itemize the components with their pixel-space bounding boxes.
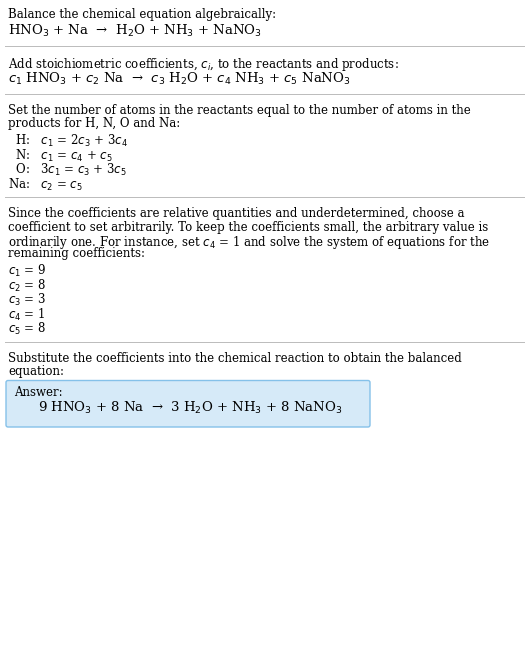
Text: $c_4$ = 1: $c_4$ = 1 [8,307,45,323]
Text: products for H, N, O and Na:: products for H, N, O and Na: [8,118,180,131]
Text: $c_5$ = 8: $c_5$ = 8 [8,321,46,337]
Text: $c_1$ = 9: $c_1$ = 9 [8,263,46,279]
Text: Substitute the coefficients into the chemical reaction to obtain the balanced: Substitute the coefficients into the che… [8,351,462,364]
Text: Set the number of atoms in the reactants equal to the number of atoms in the: Set the number of atoms in the reactants… [8,104,471,117]
Text: 9 HNO$_3$ + 8 Na  →  3 H$_2$O + NH$_3$ + 8 NaNO$_3$: 9 HNO$_3$ + 8 Na → 3 H$_2$O + NH$_3$ + 8… [38,400,342,416]
Text: equation:: equation: [8,365,64,378]
Text: Balance the chemical equation algebraically:: Balance the chemical equation algebraica… [8,8,276,21]
Text: remaining coefficients:: remaining coefficients: [8,248,145,261]
Text: ordinarily one. For instance, set $c_4$ = 1 and solve the system of equations fo: ordinarily one. For instance, set $c_4$ … [8,234,490,251]
Text: Na:   $c_2$ = $c_5$: Na: $c_2$ = $c_5$ [8,177,83,193]
Text: HNO$_3$ + Na  →  H$_2$O + NH$_3$ + NaNO$_3$: HNO$_3$ + Na → H$_2$O + NH$_3$ + NaNO$_3… [8,23,262,39]
Text: $c_3$ = 3: $c_3$ = 3 [8,292,46,308]
Text: Answer:: Answer: [14,386,62,399]
Text: Since the coefficients are relative quantities and underdetermined, choose a: Since the coefficients are relative quan… [8,207,464,220]
Text: coefficient to set arbitrarily. To keep the coefficients small, the arbitrary va: coefficient to set arbitrarily. To keep … [8,221,488,234]
Text: N:   $c_1$ = $c_4$ + $c_5$: N: $c_1$ = $c_4$ + $c_5$ [8,148,113,164]
Text: O:   3$c_1$ = $c_3$ + 3$c_5$: O: 3$c_1$ = $c_3$ + 3$c_5$ [8,162,127,178]
FancyBboxPatch shape [6,380,370,427]
Text: $c_1$ HNO$_3$ + $c_2$ Na  →  $c_3$ H$_2$O + $c_4$ NH$_3$ + $c_5$ NaNO$_3$: $c_1$ HNO$_3$ + $c_2$ Na → $c_3$ H$_2$O … [8,71,351,87]
Text: $c_2$ = 8: $c_2$ = 8 [8,278,46,294]
Text: H:   $c_1$ = 2$c_3$ + 3$c_4$: H: $c_1$ = 2$c_3$ + 3$c_4$ [8,133,128,149]
Text: Add stoichiometric coefficients, $c_i$, to the reactants and products:: Add stoichiometric coefficients, $c_i$, … [8,56,399,73]
